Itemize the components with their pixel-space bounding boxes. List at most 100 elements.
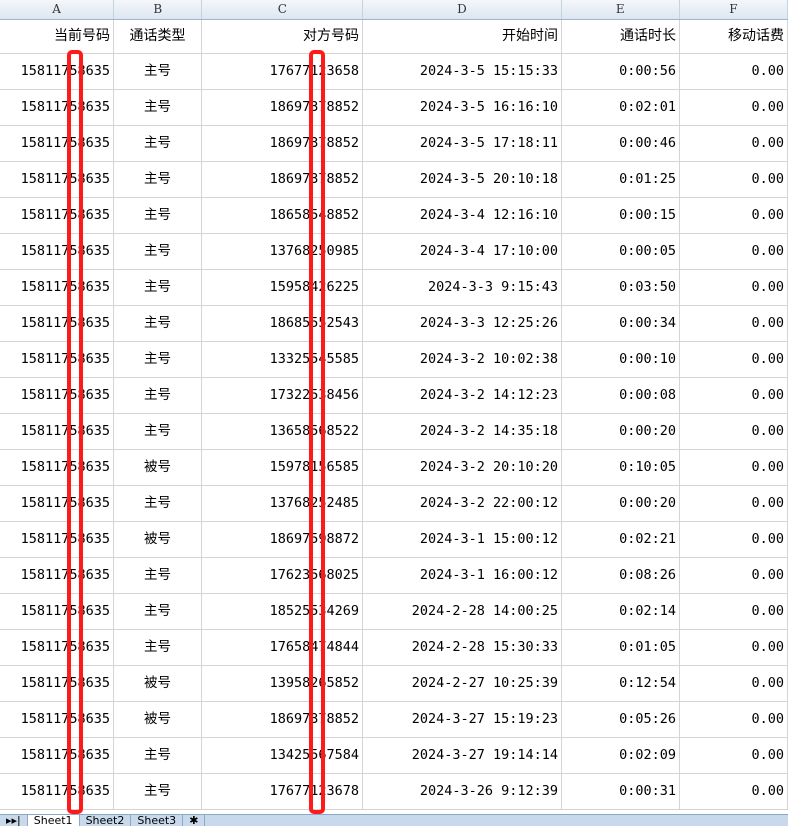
- cell-duration[interactable]: 0:00:05: [562, 234, 680, 269]
- cell-other-number[interactable]: 13768252485: [202, 486, 363, 521]
- cell-call-type[interactable]: 主号: [114, 594, 202, 629]
- sheet-nav-icon[interactable]: ▸▸|: [0, 815, 28, 826]
- cell-call-type[interactable]: 被号: [114, 450, 202, 485]
- cell-current-number[interactable]: 15811758635: [0, 774, 114, 809]
- cell-current-number[interactable]: 15811758635: [0, 522, 114, 557]
- cell-current-number[interactable]: 15811758635: [0, 234, 114, 269]
- cell-start-time[interactable]: 2024-3-2 14:35:18: [363, 414, 562, 449]
- cell-start-time[interactable]: 2024-3-1 16:00:12: [363, 558, 562, 593]
- cell-duration[interactable]: 0:00:10: [562, 342, 680, 377]
- sheet-tab-2[interactable]: Sheet2: [80, 815, 132, 826]
- cell-duration[interactable]: 0:02:21: [562, 522, 680, 557]
- cell-call-type[interactable]: 被号: [114, 702, 202, 737]
- cell-other-number[interactable]: 18685552543: [202, 306, 363, 341]
- cell-fee[interactable]: 0.00: [680, 126, 788, 161]
- cell-start-time[interactable]: 2024-3-5 17:18:11: [363, 126, 562, 161]
- cell-current-number[interactable]: 15811758635: [0, 270, 114, 305]
- cell-fee[interactable]: 0.00: [680, 450, 788, 485]
- cell-call-type[interactable]: 主号: [114, 162, 202, 197]
- cell-duration[interactable]: 0:00:46: [562, 126, 680, 161]
- cell-duration[interactable]: 0:00:20: [562, 414, 680, 449]
- cell-duration[interactable]: 0:02:09: [562, 738, 680, 773]
- cell-fee[interactable]: 0.00: [680, 558, 788, 593]
- cell-duration[interactable]: 0:08:26: [562, 558, 680, 593]
- cell-duration[interactable]: 0:03:50: [562, 270, 680, 305]
- header-other-number[interactable]: 对方号码: [202, 20, 363, 53]
- cell-other-number[interactable]: 18697598872: [202, 522, 363, 557]
- cell-call-type[interactable]: 主号: [114, 738, 202, 773]
- sheet-tab-1[interactable]: Sheet1: [27, 815, 80, 826]
- cell-fee[interactable]: 0.00: [680, 738, 788, 773]
- cell-duration[interactable]: 0:02:01: [562, 90, 680, 125]
- column-header-c[interactable]: C: [202, 0, 364, 19]
- column-header-a[interactable]: A: [0, 0, 115, 19]
- cell-start-time[interactable]: 2024-3-26 9:12:39: [363, 774, 562, 809]
- cell-current-number[interactable]: 15811758635: [0, 306, 114, 341]
- header-call-type[interactable]: 通话类型: [114, 20, 202, 53]
- cell-start-time[interactable]: 2024-3-3 9:15:43: [363, 270, 562, 305]
- cell-start-time[interactable]: 2024-3-5 16:16:10: [363, 90, 562, 125]
- cell-call-type[interactable]: 主号: [114, 558, 202, 593]
- cell-start-time[interactable]: 2024-3-5 15:15:33: [363, 54, 562, 89]
- cell-fee[interactable]: 0.00: [680, 486, 788, 521]
- cell-start-time[interactable]: 2024-2-27 10:25:39: [363, 666, 562, 701]
- cell-other-number[interactable]: 15978156585: [202, 450, 363, 485]
- cell-current-number[interactable]: 15811758635: [0, 630, 114, 665]
- cell-duration[interactable]: 0:12:54: [562, 666, 680, 701]
- cell-call-type[interactable]: 主号: [114, 234, 202, 269]
- cell-current-number[interactable]: 15811758635: [0, 414, 114, 449]
- cell-other-number[interactable]: 18697378852: [202, 162, 363, 197]
- cell-start-time[interactable]: 2024-3-4 17:10:00: [363, 234, 562, 269]
- cell-current-number[interactable]: 15811758635: [0, 666, 114, 701]
- header-start-time[interactable]: 开始时间: [363, 20, 562, 53]
- cell-call-type[interactable]: 主号: [114, 270, 202, 305]
- cell-call-type[interactable]: 主号: [114, 486, 202, 521]
- cell-start-time[interactable]: 2024-3-2 20:10:20: [363, 450, 562, 485]
- cell-duration[interactable]: 0:00:56: [562, 54, 680, 89]
- column-header-f[interactable]: F: [680, 0, 788, 19]
- cell-fee[interactable]: 0.00: [680, 774, 788, 809]
- cell-call-type[interactable]: 主号: [114, 630, 202, 665]
- cell-current-number[interactable]: 15811758635: [0, 162, 114, 197]
- cell-fee[interactable]: 0.00: [680, 594, 788, 629]
- cell-duration[interactable]: 0:00:08: [562, 378, 680, 413]
- cell-fee[interactable]: 0.00: [680, 702, 788, 737]
- cell-start-time[interactable]: 2024-3-5 20:10:18: [363, 162, 562, 197]
- cell-fee[interactable]: 0.00: [680, 414, 788, 449]
- cell-start-time[interactable]: 2024-3-27 15:19:23: [363, 702, 562, 737]
- cell-start-time[interactable]: 2024-2-28 15:30:33: [363, 630, 562, 665]
- cell-call-type[interactable]: 主号: [114, 414, 202, 449]
- cell-other-number[interactable]: 13425567584: [202, 738, 363, 773]
- cell-current-number[interactable]: 15811758635: [0, 594, 114, 629]
- cell-current-number[interactable]: 15811758635: [0, 738, 114, 773]
- cell-other-number[interactable]: 18697378852: [202, 90, 363, 125]
- cell-fee[interactable]: 0.00: [680, 234, 788, 269]
- cell-fee[interactable]: 0.00: [680, 90, 788, 125]
- cell-duration[interactable]: 0:00:20: [562, 486, 680, 521]
- cell-other-number[interactable]: 15958426225: [202, 270, 363, 305]
- cell-start-time[interactable]: 2024-3-2 10:02:38: [363, 342, 562, 377]
- cell-current-number[interactable]: 15811758635: [0, 342, 114, 377]
- cell-other-number[interactable]: 13325545585: [202, 342, 363, 377]
- cell-current-number[interactable]: 15811758635: [0, 486, 114, 521]
- cell-duration[interactable]: 0:10:05: [562, 450, 680, 485]
- cell-current-number[interactable]: 15811758635: [0, 54, 114, 89]
- cell-call-type[interactable]: 被号: [114, 522, 202, 557]
- cell-call-type[interactable]: 主号: [114, 774, 202, 809]
- cell-fee[interactable]: 0.00: [680, 666, 788, 701]
- cell-other-number[interactable]: 17322538456: [202, 378, 363, 413]
- cell-fee[interactable]: 0.00: [680, 342, 788, 377]
- sheet-tab-3[interactable]: Sheet3: [131, 815, 184, 826]
- column-header-b[interactable]: B: [114, 0, 203, 19]
- header-current-number[interactable]: 当前号码: [0, 20, 114, 53]
- cell-fee[interactable]: 0.00: [680, 306, 788, 341]
- cell-call-type[interactable]: 主号: [114, 90, 202, 125]
- cell-call-type[interactable]: 主号: [114, 378, 202, 413]
- cell-other-number[interactable]: 13658568522: [202, 414, 363, 449]
- cell-fee[interactable]: 0.00: [680, 54, 788, 89]
- cell-duration[interactable]: 0:00:31: [562, 774, 680, 809]
- cell-other-number[interactable]: 17658474844: [202, 630, 363, 665]
- cell-fee[interactable]: 0.00: [680, 630, 788, 665]
- cell-start-time[interactable]: 2024-3-3 12:25:26: [363, 306, 562, 341]
- cell-call-type[interactable]: 主号: [114, 306, 202, 341]
